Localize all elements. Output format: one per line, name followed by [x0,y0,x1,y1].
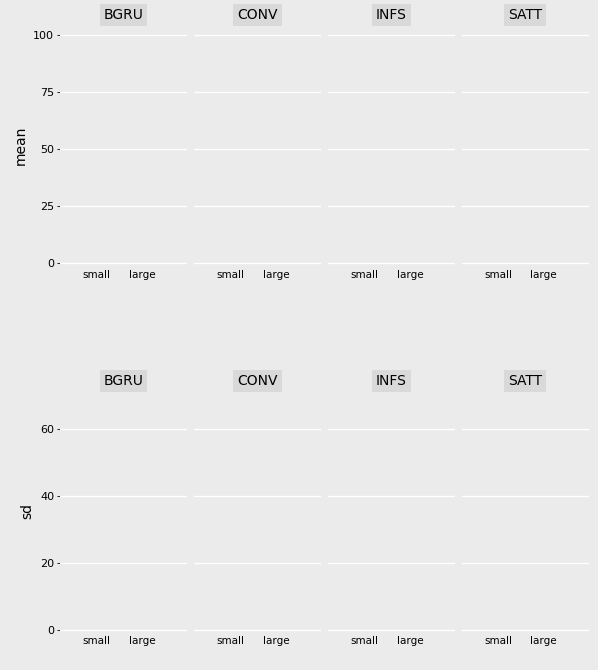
Title: CONV: CONV [237,374,277,388]
Title: CONV: CONV [237,8,277,22]
Title: SATT: SATT [508,374,542,388]
Title: SATT: SATT [508,8,542,22]
Title: INFS: INFS [376,374,407,388]
Y-axis label: sd: sd [20,503,35,519]
Title: BGRU: BGRU [103,8,144,22]
Y-axis label: mean: mean [14,126,28,165]
Title: BGRU: BGRU [103,374,144,388]
Title: INFS: INFS [376,8,407,22]
